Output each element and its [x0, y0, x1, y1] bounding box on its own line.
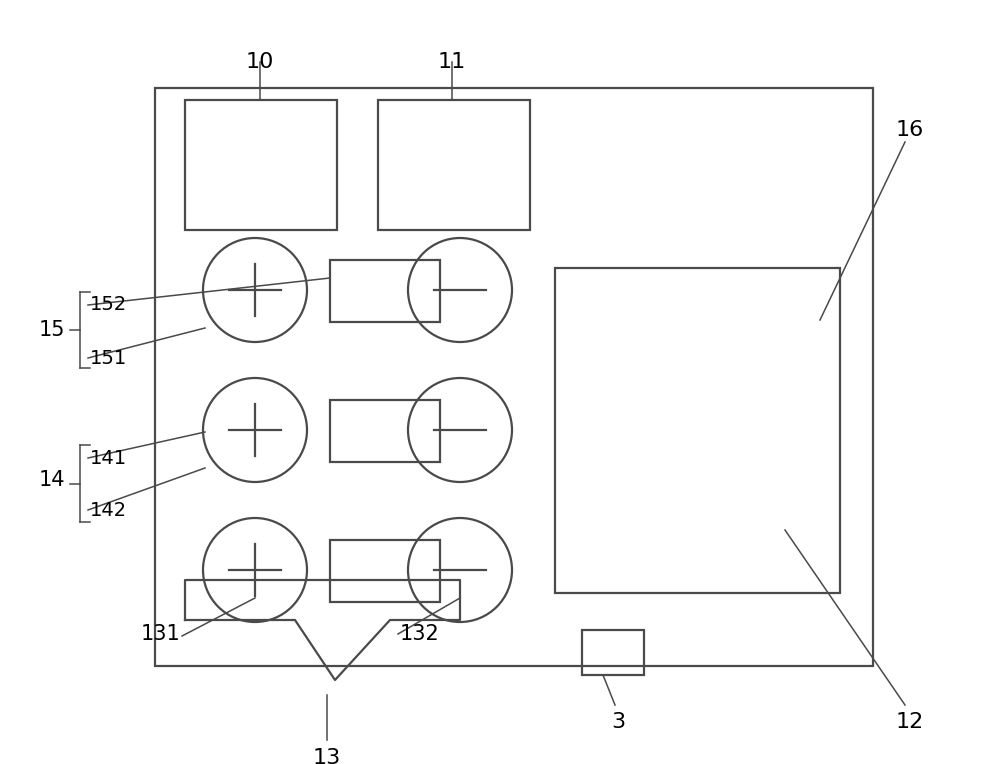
- Bar: [555, 268, 840, 593]
- Text: 151: 151: [90, 348, 127, 367]
- Text: 12: 12: [896, 712, 924, 732]
- Text: 15: 15: [39, 320, 65, 340]
- Text: 131: 131: [140, 624, 180, 644]
- Text: 3: 3: [611, 712, 625, 732]
- Text: 16: 16: [896, 120, 924, 140]
- Text: 132: 132: [400, 624, 440, 644]
- Text: 13: 13: [313, 748, 341, 764]
- Bar: [330, 260, 440, 322]
- Text: 141: 141: [90, 448, 127, 468]
- Text: 11: 11: [438, 52, 466, 72]
- Text: 10: 10: [246, 52, 274, 72]
- Bar: [330, 400, 440, 462]
- Bar: [378, 100, 530, 230]
- Text: 14: 14: [39, 470, 65, 490]
- Text: 142: 142: [90, 500, 127, 520]
- Text: 152: 152: [90, 296, 127, 315]
- Bar: [582, 630, 644, 675]
- Bar: [155, 88, 873, 666]
- Bar: [185, 100, 337, 230]
- Bar: [330, 540, 440, 602]
